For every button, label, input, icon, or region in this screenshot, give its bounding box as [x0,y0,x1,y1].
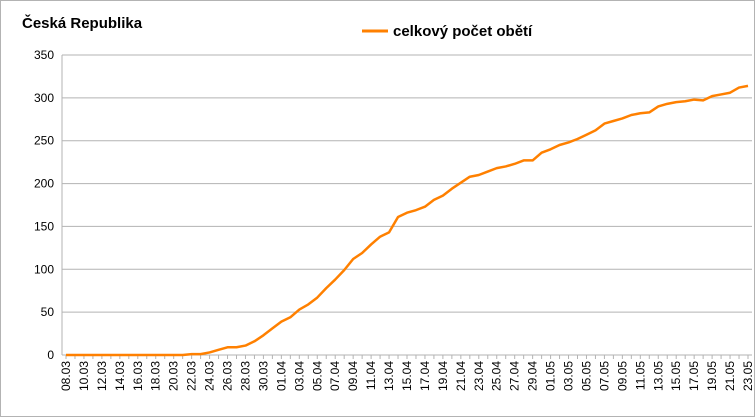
legend-label: celkový počet obětí [393,23,533,40]
x-tick-label: 17.04 [418,361,432,391]
y-tick-label: 250 [34,134,54,148]
y-tick-label: 50 [41,305,55,319]
y-tick-label: 350 [34,48,54,62]
x-tick-label: 17.05 [687,361,701,391]
y-tick-label: 200 [34,177,54,191]
chart-title: Česká Republika [22,14,143,32]
x-tick-label: 23.04 [472,361,486,391]
x-tick-label: 03.05 [562,361,576,391]
y-tick-label: 300 [34,91,54,105]
x-tick-label: 19.04 [436,361,450,391]
x-tick-label: 07.04 [328,361,342,391]
x-tick-label: 25.04 [490,361,504,391]
x-tick-label: 21.05 [723,361,737,391]
x-tick-label: 07.05 [597,361,611,391]
x-tick-label: 18.03 [149,361,163,391]
x-tick-label: 05.05 [579,361,593,391]
x-tick-label: 24.03 [203,361,217,391]
x-tick-label: 16.03 [131,361,145,391]
x-tick-label: 14.03 [113,361,127,391]
x-tick-label: 22.03 [185,361,199,391]
x-tick-label: 21.04 [454,361,468,391]
x-tick-label: 09.04 [346,361,360,391]
x-tick-label: 28.03 [238,361,252,391]
x-tick-label: 30.03 [256,361,270,391]
x-tick-label: 12.03 [95,361,109,391]
y-tick-label: 0 [47,348,54,362]
x-tick-label: 20.03 [167,361,181,391]
x-tick-label: 13.05 [651,361,665,391]
x-tick-label: 09.05 [615,361,629,391]
x-tick-label: 13.04 [382,361,396,391]
x-tick-label: 01.04 [274,361,288,391]
x-tick-label: 15.05 [669,361,683,391]
x-tick-label: 29.04 [526,361,540,391]
data-line [66,84,749,357]
x-tick-label: 23.05 [741,361,755,391]
x-tick-label: 05.04 [310,361,324,391]
x-tick-label: 10.03 [77,361,91,391]
x-tick-label: 11.04 [364,361,378,390]
y-tick-label: 100 [34,262,54,276]
x-tick-label: 08.03 [59,361,73,391]
x-tick-label: 19.05 [705,361,719,391]
y-tick-label: 150 [34,219,54,233]
x-tick-label: 15.04 [400,361,414,391]
x-tick-label: 03.04 [292,361,306,391]
x-tick-label: 27.04 [508,361,522,391]
x-tick-label: 11.05 [633,361,647,390]
x-tick-label: 01.05 [544,361,558,391]
x-tick-label: 26.03 [221,361,235,391]
